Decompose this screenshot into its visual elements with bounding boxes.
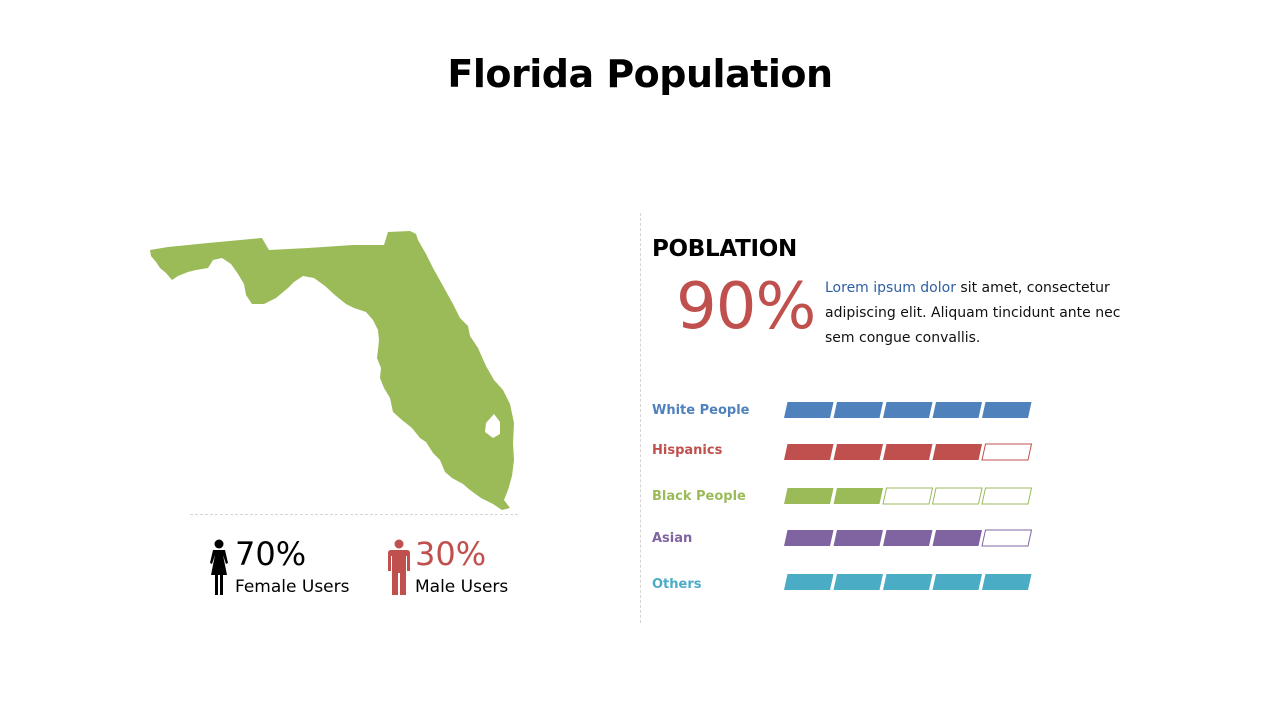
page-title: Florida Population: [447, 52, 833, 96]
bar-segment-filled: [833, 402, 883, 418]
florida-map: [148, 228, 518, 513]
bar-segment-filled: [833, 530, 883, 546]
male-percent: 30%: [415, 535, 487, 573]
bar-segment-empty: [981, 443, 1033, 461]
bar-asian: [784, 529, 1033, 547]
category-label-others: Others: [652, 577, 702, 592]
bar-segment-filled: [784, 488, 834, 504]
bar-segment-empty: [981, 529, 1033, 547]
male-stat: 30% Male Users: [386, 535, 536, 598]
bar-segment-filled: [784, 444, 834, 460]
bar-segment-filled: [982, 402, 1032, 418]
male-icon: [388, 539, 410, 595]
category-label-white: White People: [652, 403, 750, 418]
female-percent: 70%: [235, 535, 307, 573]
bar-segment-filled: [932, 444, 982, 460]
male-label: Male Users: [415, 577, 509, 597]
category-label-asian: Asian: [652, 531, 693, 546]
description-highlight: Lorem ipsum dolor: [825, 280, 956, 296]
bar-segment-filled: [784, 530, 834, 546]
population-heading: POBLATION: [652, 236, 797, 262]
bar-segment-filled: [883, 574, 933, 590]
bar-segment-empty: [981, 487, 1033, 505]
divider-horizontal: [190, 514, 518, 515]
bar-segment-filled: [883, 530, 933, 546]
bar-segment-filled: [883, 402, 933, 418]
population-description: Lorem ipsum dolor sit amet, consectetur …: [825, 276, 1145, 351]
bar-segment-filled: [883, 444, 933, 460]
bar-segment-filled: [932, 574, 982, 590]
description-text: sit amet, consectetur adipiscing elit. A…: [825, 280, 1121, 346]
bar-segment-filled: [932, 530, 982, 546]
female-stat: 70% Female Users: [206, 535, 356, 598]
bar-segment-filled: [982, 574, 1032, 590]
category-label-black: Black People: [652, 489, 746, 504]
bar-segment-filled: [833, 574, 883, 590]
bar-others: [784, 574, 1032, 590]
bar-segment-filled: [784, 574, 834, 590]
population-percent: 90%: [676, 270, 816, 344]
bar-black-people: [784, 487, 1033, 505]
florida-map-shape: [150, 231, 514, 510]
bar-white-people: [784, 402, 1032, 418]
category-label-hispanics: Hispanics: [652, 443, 723, 458]
bar-segment-filled: [932, 402, 982, 418]
bar-segment-filled: [784, 402, 834, 418]
female-label: Female Users: [235, 577, 350, 597]
bar-segment-filled: [833, 488, 883, 504]
female-icon: [210, 539, 228, 595]
bar-hispanics: [784, 443, 1033, 461]
divider-vertical: [640, 213, 641, 623]
bar-segment-filled: [833, 444, 883, 460]
bar-segment-empty: [882, 487, 934, 505]
bar-segment-empty: [931, 487, 983, 505]
